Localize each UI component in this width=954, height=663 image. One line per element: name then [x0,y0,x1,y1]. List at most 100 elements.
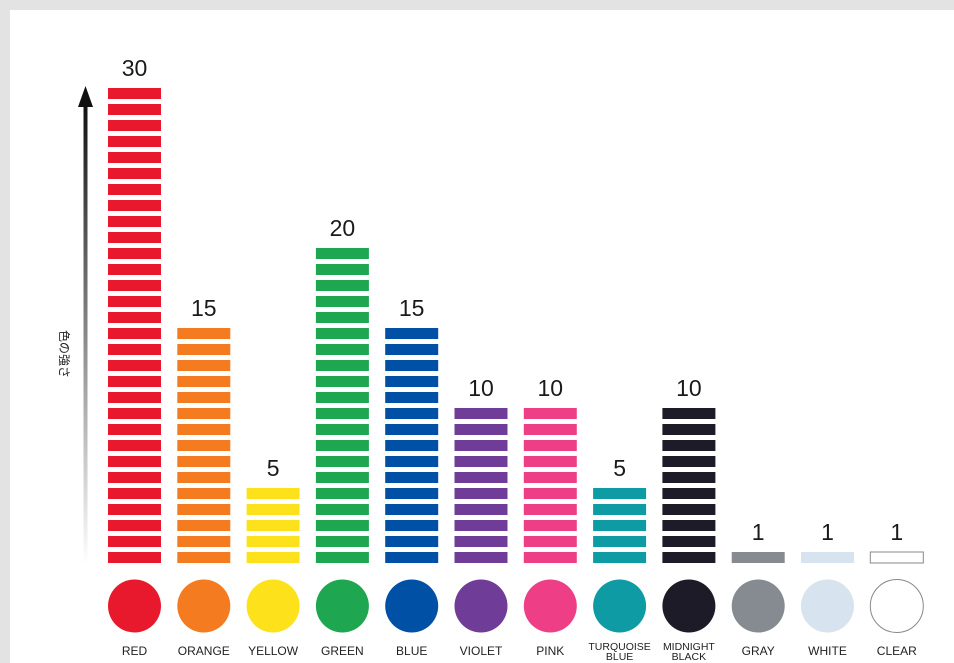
bar-stripe [108,472,161,483]
bar-stripe [177,536,231,547]
bar-stripe [177,408,231,419]
color-swatch [801,579,854,633]
color-swatch [108,579,161,633]
bar-stripe [523,488,577,499]
bar-stripe [315,408,369,419]
chart-frame: 色の強さ 30 RED 15 ORANGE 5 YELLOW 20 GREEN 15 BLUE 10… [10,10,954,663]
bar-stripe [108,184,161,195]
value-label: 5 [613,455,626,481]
bar-stripe [108,488,161,499]
bar-stripe [869,551,924,564]
bar-stripe [246,504,300,515]
bar-stripe [454,488,508,499]
bar-stripe [385,504,439,515]
category-label: TURQUOISE [588,641,650,653]
bar-stripe [454,424,508,435]
value-label: 15 [399,295,425,321]
category-label: MIDNIGHT [663,641,715,653]
bar-stripe [177,520,231,531]
bar-stripe [108,408,161,419]
bar-stripe [662,456,716,467]
value-label: 10 [538,375,564,401]
bar-stripe [108,88,161,99]
bar-stripe [662,536,716,547]
bar-stripe [108,296,161,307]
bar-stripe [108,456,161,467]
value-label: 10 [468,375,494,401]
bar-stripe [385,344,439,355]
bar-stripe [662,440,716,451]
bar-stripe [108,168,161,179]
bar-stripe [385,520,439,531]
bar-stripe [108,520,161,531]
bar-gray: 1 GRAY [731,519,785,658]
bar-stripe [108,104,161,115]
bar-stripe [385,424,439,435]
bar-chart: 色の強さ 30RED15ORANGE5YELLOW20GREEN15BLUE10… [57,55,924,663]
bar-stripe [731,552,785,563]
bar-stripe [315,344,369,355]
bar-stripe [177,328,231,339]
category-label: GRAY [742,644,775,658]
bar-stripe [523,552,577,563]
category-label: ORANGE [178,644,230,658]
bar-stripe [523,456,577,467]
bar-stripe [177,552,231,563]
bar-stripe [662,552,716,563]
bar-stripe [177,344,231,355]
bar-stripe [315,552,369,563]
y-axis-arrow [78,86,93,564]
color-swatch [385,579,439,633]
bar-stripe [108,200,161,211]
bar-stripe [177,440,231,451]
category-label: RED [122,644,148,658]
bar-stripe [593,520,647,531]
category-label: BLUE [606,651,633,663]
bar-stripe [593,552,647,563]
bar-stripe [385,408,439,419]
bar-red: 30 RED [108,55,161,658]
bar-stripe [246,520,300,531]
bar-stripe [593,504,647,515]
bar-stripe [315,360,369,371]
bar-clear: 1 CLEAR [869,519,924,658]
color-swatch [177,579,231,633]
category-label: CLEAR [877,644,917,658]
bar-stripe [315,456,369,467]
color-swatch [315,579,369,633]
color-swatch [523,579,577,633]
bar-stripe [385,472,439,483]
bar-stripe [385,456,439,467]
category-label: WHITE [808,644,847,658]
bar-stripe [315,392,369,403]
bar-stripe [108,360,161,371]
bar-stripe [593,536,647,547]
bar-stripe [385,536,439,547]
color-swatch [246,579,300,633]
bar-stripe [108,232,161,243]
bar-stripe [246,552,300,563]
category-label: YELLOW [248,644,299,658]
bar-stripe [454,408,508,419]
bar-stripe [385,440,439,451]
bar-stripe [108,552,161,563]
bar-stripe [108,536,161,547]
bar-stripe [177,424,231,435]
bar-orange: 15 ORANGE [177,295,231,658]
bar-stripe [177,472,231,483]
bar-stripe [108,280,161,291]
bar-stripe [454,440,508,451]
value-label: 15 [191,295,217,321]
category-label: GREEN [321,644,364,658]
bar-stripe [662,472,716,483]
bar-stripe [523,424,577,435]
bar-stripe [108,328,161,339]
bar-stripe [108,344,161,355]
bar-stripe [662,520,716,531]
category-label: BLUE [396,644,427,658]
bar-stripe [177,392,231,403]
bar-stripe [177,360,231,371]
color-swatch [593,579,647,633]
